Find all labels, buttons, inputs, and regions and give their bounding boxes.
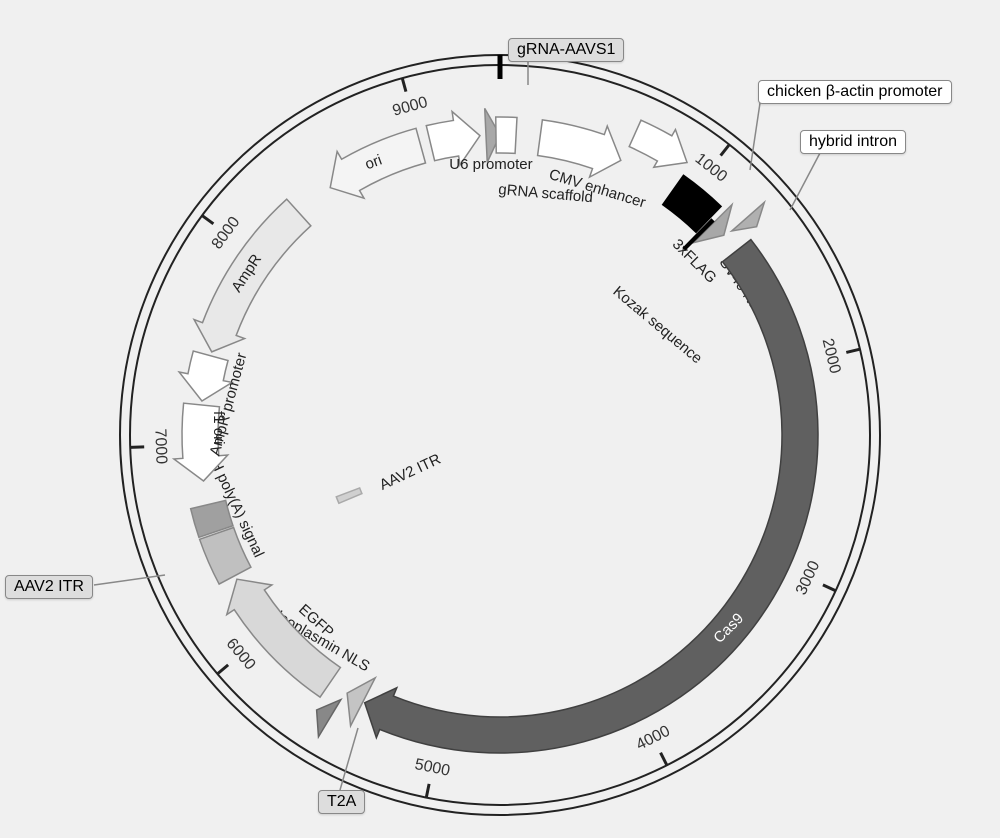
bp-tick-4000: 4000 bbox=[633, 723, 673, 754]
bp-tick-2000: 2000 bbox=[819, 337, 844, 376]
feature-grna-scaffold bbox=[496, 117, 517, 153]
label-u6-promoter: U6 promoter bbox=[449, 156, 532, 173]
label-kozak-sequence: Kozak sequence bbox=[610, 283, 706, 367]
feature-aav2-itr-(inner) bbox=[336, 488, 362, 503]
label-chicken-β-actin-promoter: chicken β-actin promoter bbox=[758, 80, 952, 104]
bp-tick-9000: 9000 bbox=[391, 94, 430, 120]
label-aav2-itr-(inner): AAV2 ITR bbox=[377, 451, 444, 494]
bp-tick-5000: 5000 bbox=[413, 756, 451, 780]
plasmid-map: 1000 2000 3000 4000 5000 6000 7000 8000 9000 U6 p… bbox=[0, 0, 1000, 838]
feature-cmv-enhancer bbox=[538, 120, 621, 177]
feature-sv40-nls bbox=[732, 202, 765, 231]
plasmid-svg: 1000 2000 3000 4000 5000 6000 7000 8000 9000 U6 p… bbox=[0, 0, 1000, 838]
label-grna-aavs1: gRNA-AAVS1 bbox=[508, 38, 624, 62]
feature-t2a bbox=[317, 700, 341, 737]
label-t2a: T2A bbox=[318, 790, 365, 814]
bp-tick-7000: 7000 bbox=[151, 428, 169, 464]
label-3xflag: 3xFLAG bbox=[669, 236, 720, 287]
label-aav2-itr-(left): AAV2 ITR bbox=[5, 575, 93, 599]
bp-tick-8000: 8000 bbox=[209, 214, 244, 253]
label-hybrid-intron: hybrid intron bbox=[800, 130, 906, 154]
feature-chicken-β-actin-promoter bbox=[629, 120, 687, 167]
feature-cas9 bbox=[365, 240, 818, 753]
bp-tick-3000: 3000 bbox=[793, 558, 823, 598]
bp-tick-1000: 1000 bbox=[692, 150, 731, 185]
bp-tick-6000: 6000 bbox=[223, 635, 259, 673]
